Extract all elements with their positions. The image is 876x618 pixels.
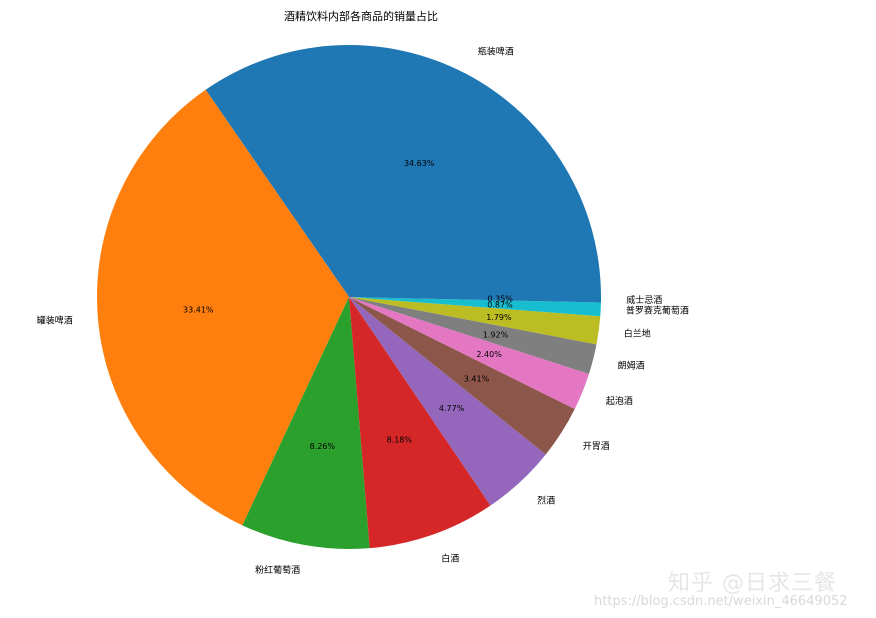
pie-slice: [349, 297, 575, 455]
category-label: 朗姆酒: [618, 359, 645, 371]
pie-slice: [96, 89, 349, 526]
pie-slice: [349, 297, 601, 345]
pie-slice: [242, 297, 370, 550]
category-label: 白兰地: [624, 328, 651, 340]
percent-labels: 34.63% 33.41% 8.26% 8.18% 4.77% 3.41% 2.40% 1.9…: [183, 159, 513, 451]
watermark-brand: 知乎 @日求三餐: [668, 571, 837, 596]
percent-label: 34.63%: [404, 159, 435, 168]
percent-label: 8.26%: [310, 442, 336, 451]
category-label: 开胃酒: [583, 441, 610, 452]
pie-slice: [349, 297, 597, 374]
category-label: 起泡酒: [606, 395, 633, 407]
pie-slice: [349, 297, 546, 506]
watermark-url: https://blog.csdn.net/weixin_46649052: [594, 594, 848, 609]
percent-label: 33.41%: [183, 306, 214, 315]
category-label: 威士忌酒: [626, 294, 662, 306]
category-label: 烈酒: [537, 496, 555, 507]
percent-label: 8.18%: [387, 436, 413, 445]
percent-label: 4.77%: [439, 404, 465, 413]
category-label: 粉红葡萄酒: [255, 564, 300, 576]
pie-slice: [349, 297, 601, 317]
percent-label: 1.92%: [483, 330, 509, 339]
percent-label: 0.87%: [487, 301, 513, 310]
pie-slice: [349, 297, 491, 549]
percent-label: 1.79%: [486, 313, 512, 322]
category-label: 普罗赛克葡萄酒: [626, 305, 689, 317]
category-label: 罐装啤酒: [37, 314, 73, 326]
pie-slice: [349, 297, 589, 410]
pie-slice: [205, 44, 602, 297]
category-label: 白酒: [441, 552, 459, 564]
category-label: 瓶装啤酒: [478, 46, 514, 58]
percent-label: 3.41%: [464, 374, 490, 383]
percent-label: 0.35%: [487, 295, 513, 304]
pie-slice: [349, 297, 601, 303]
percent-label: 2.40%: [476, 350, 502, 359]
pie-slices: [96, 44, 602, 550]
chart-title: 酒精饮料内部各商品的销量占比: [284, 9, 438, 23]
